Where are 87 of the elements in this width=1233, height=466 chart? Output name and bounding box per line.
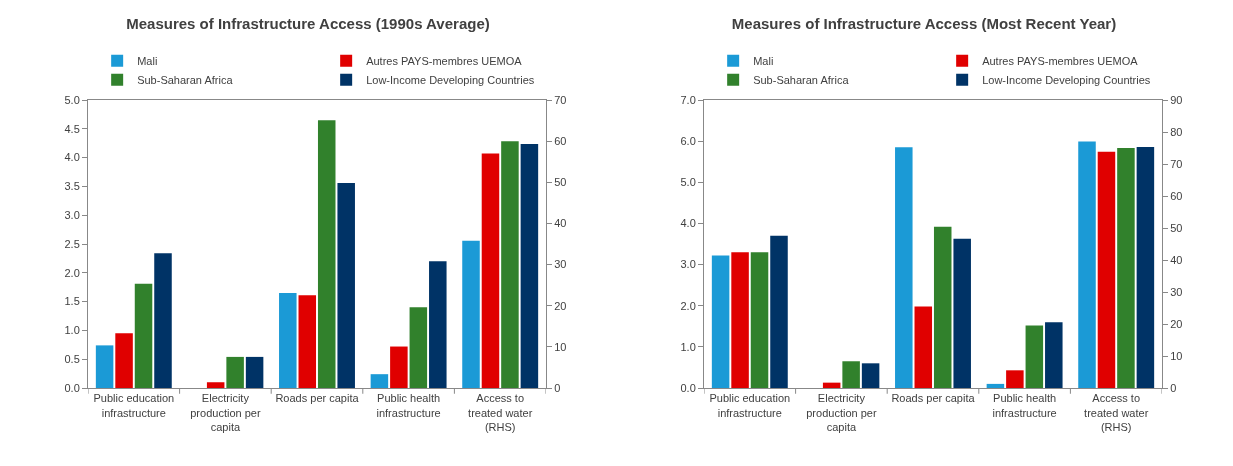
bar xyxy=(370,374,389,388)
y2-tick-label: 50 xyxy=(554,176,567,189)
y-tick-label: 1.0 xyxy=(64,324,80,337)
y2-tick-label: 20 xyxy=(1170,317,1183,330)
bar xyxy=(914,306,933,388)
y2-tick-label: 40 xyxy=(554,217,567,230)
y-tick-label: 0.0 xyxy=(680,381,696,394)
y2-tick-label: 10 xyxy=(554,340,567,353)
x-tick-label: Public health infrastructure xyxy=(376,392,441,419)
bar xyxy=(711,255,730,388)
y-tick-label: 6.0 xyxy=(680,134,696,147)
y2-tick-label: 70 xyxy=(554,93,567,106)
y-tick-label: 0.0 xyxy=(64,381,80,394)
bar xyxy=(409,307,428,388)
y-tick-label: 4.5 xyxy=(64,122,80,135)
bar xyxy=(750,252,769,388)
legend-label: Low-Income Developing Countries xyxy=(982,74,1151,87)
x-tick-label: Access to treated water (RHS) xyxy=(468,392,533,433)
x-tick-label: Electricity production per capita xyxy=(806,392,877,433)
y-tick-label: 1.0 xyxy=(680,340,696,353)
y2-tick-label: 40 xyxy=(1170,253,1183,266)
y-tick-label: 4.0 xyxy=(64,151,80,164)
y2-tick-label: 90 xyxy=(1170,93,1183,106)
bar xyxy=(770,235,788,388)
bar xyxy=(317,120,336,388)
x-tick-label: Roads per capita xyxy=(275,392,360,405)
bar xyxy=(298,295,317,388)
bar xyxy=(1045,322,1063,388)
y2-tick-label: 80 xyxy=(1170,125,1183,138)
bar xyxy=(895,147,913,388)
legend-label: Low-Income Developing Countries xyxy=(366,74,535,87)
bar xyxy=(245,356,264,388)
chart-title: Measures of Infrastructure Access (Most Recent Year) xyxy=(731,15,1117,33)
y2-tick-label: 70 xyxy=(1170,157,1183,170)
x-tick-label: Public education infrastructure xyxy=(93,392,175,419)
bar xyxy=(822,382,841,388)
y2-tick-label: 60 xyxy=(1170,189,1183,202)
y2-tick-label: 30 xyxy=(1170,285,1183,298)
legend-label: Sub-Saharan Africa xyxy=(753,74,850,87)
bar xyxy=(115,333,133,388)
y2-tick-label: 0 xyxy=(554,381,561,394)
y2-tick-label: 50 xyxy=(1170,221,1183,234)
legend-label: Mali xyxy=(753,55,774,68)
legend-label: Autres PAYS-membres UEMOA xyxy=(982,55,1139,68)
y-tick-label: 2.0 xyxy=(680,299,696,312)
y-tick-label: 4.0 xyxy=(680,217,696,230)
y-tick-label: 2.0 xyxy=(64,266,80,279)
y-tick-label: 0.5 xyxy=(64,353,80,366)
bar xyxy=(731,252,749,388)
y-tick-label: 3.5 xyxy=(64,180,80,193)
bar xyxy=(429,261,447,388)
bar xyxy=(986,383,1005,388)
y-tick-label: 3.0 xyxy=(64,209,80,222)
chart-title: Measures of Infrastructure Access (1990s Average) xyxy=(126,15,490,33)
x-tick-label: Public education infrastructure xyxy=(709,392,791,419)
legend-label: Sub-Saharan Africa xyxy=(137,74,234,87)
x-tick-label: Access to treated water (RHS) xyxy=(1084,392,1149,433)
y2-tick-label: 30 xyxy=(554,258,567,271)
bar xyxy=(206,382,225,388)
y-tick-label: 5.0 xyxy=(64,93,80,106)
y2-tick-label: 10 xyxy=(1170,349,1183,362)
bar xyxy=(861,363,880,388)
bar xyxy=(390,346,408,388)
y-tick-label: 5.0 xyxy=(680,176,696,189)
bar xyxy=(95,345,114,388)
x-tick-label: Public health infrastructure xyxy=(992,392,1057,419)
y-tick-label: 2.5 xyxy=(64,237,80,250)
bar xyxy=(1006,370,1024,388)
bar xyxy=(953,238,971,388)
y2-tick-label: 20 xyxy=(554,299,567,312)
bar xyxy=(933,226,952,388)
bar xyxy=(226,356,244,388)
bar xyxy=(1025,325,1044,388)
bar xyxy=(279,292,297,388)
y-tick-label: 3.0 xyxy=(680,258,696,271)
y2-tick-label: 60 xyxy=(554,134,567,147)
x-tick-label: Electricity production per capita xyxy=(190,392,261,433)
y2-tick-label: 0 xyxy=(1170,381,1177,394)
x-tick-label: Roads per capita xyxy=(891,392,976,405)
legend-label: Mali xyxy=(137,55,158,68)
y-tick-label: 1.5 xyxy=(64,295,80,308)
bar xyxy=(154,253,172,388)
bar xyxy=(134,283,153,388)
bar xyxy=(337,182,355,388)
legend-label: Autres PAYS-membres UEMOA xyxy=(366,55,523,68)
bar xyxy=(842,361,860,388)
y-tick-label: 7.0 xyxy=(680,93,696,106)
